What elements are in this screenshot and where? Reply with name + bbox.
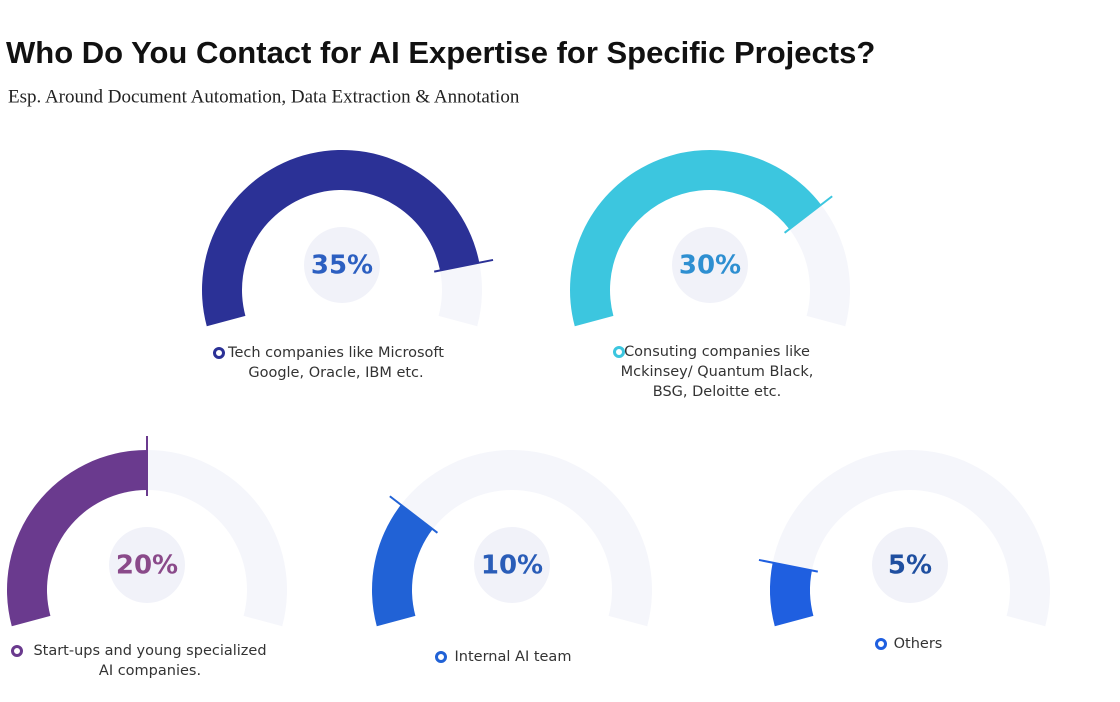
value-disc — [304, 227, 380, 303]
legend-label: Others — [894, 636, 943, 652]
subtitle: Esp. Around Document Automation, Data Ex… — [8, 86, 520, 107]
legend-label: Mckinsey/ Quantum Black, — [621, 364, 814, 380]
title: Who Do You Contact for AI Expertise for … — [6, 35, 875, 70]
value-disc — [109, 527, 185, 603]
value-disc — [872, 527, 948, 603]
value-disc — [672, 227, 748, 303]
gauge-needle — [783, 195, 833, 234]
legend-marker — [613, 346, 625, 358]
gauge-track — [372, 450, 652, 627]
legend-marker — [11, 645, 23, 657]
legend-label: BSG, Deloitte etc. — [653, 384, 781, 400]
gauge-track — [770, 449, 1050, 627]
legend-label: Tech companies like Microsoft — [227, 345, 444, 361]
gauge-bar — [201, 150, 480, 327]
value-label: 10% — [481, 551, 543, 581]
gauge-bar — [770, 562, 814, 627]
value-label: 30% — [679, 251, 741, 281]
gauge-bar — [6, 450, 147, 627]
value-label: 35% — [311, 251, 373, 281]
legend-label: Internal AI team — [455, 649, 572, 665]
legend-label: Consuting companies like — [624, 344, 810, 360]
legend-marker — [435, 651, 447, 663]
gauge-needle — [389, 495, 439, 534]
legend-marker — [213, 347, 225, 359]
legend-label: AI companies. — [99, 663, 201, 679]
gauge-needle — [758, 558, 819, 573]
value-label: 5% — [888, 551, 932, 581]
value-disc — [474, 527, 550, 603]
value-label: 20% — [116, 551, 178, 581]
gauge-bar — [372, 504, 433, 627]
legend-label: Google, Oracle, IBM etc. — [248, 365, 423, 381]
gauge-needle — [433, 258, 494, 273]
legend-marker — [875, 638, 887, 650]
legend-label: Start-ups and young specialized — [33, 643, 266, 659]
gauge-bar — [570, 149, 822, 327]
